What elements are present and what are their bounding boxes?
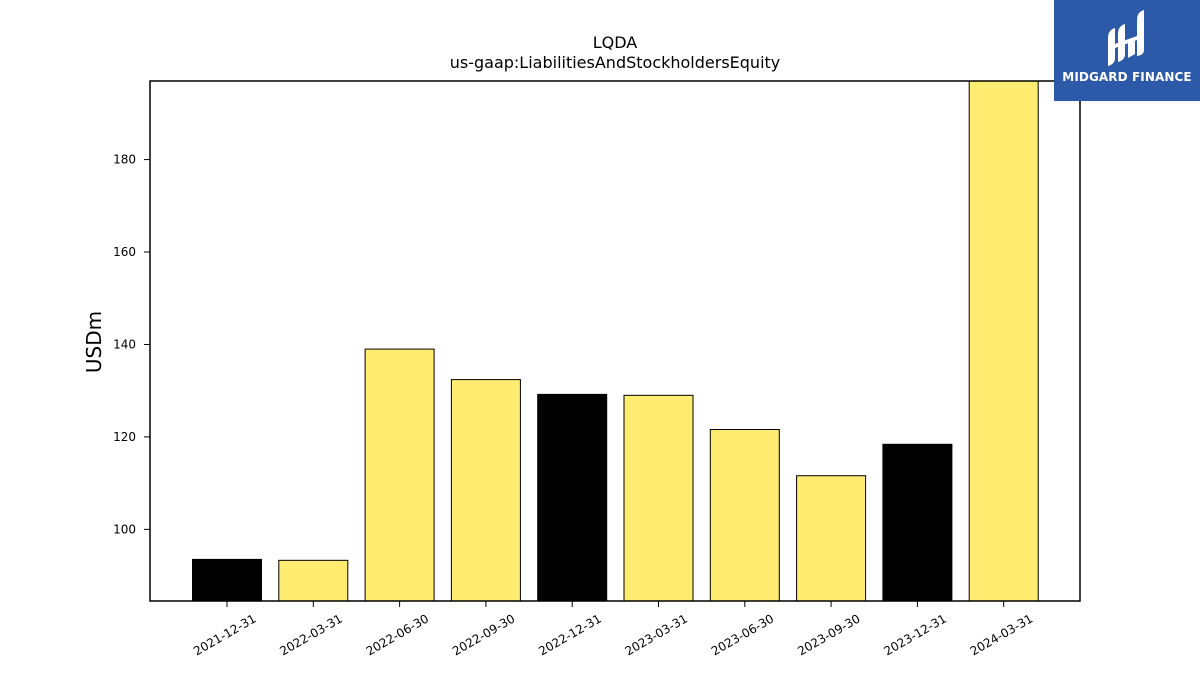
- x-tick-label: 2022-06-30: [364, 611, 431, 658]
- bar-2022-09-30: [450, 379, 521, 602]
- chart-subtitle: us-gaap:LiabilitiesAndStockholdersEquity: [450, 53, 781, 72]
- bar-2023-12-31: [882, 443, 953, 602]
- x-tick-label: 2021-12-31: [191, 611, 258, 658]
- x-tick-label: 2022-12-31: [536, 611, 603, 658]
- bar-2021-12-31: [192, 558, 262, 602]
- x-tick-label: 2022-03-31: [277, 611, 344, 658]
- bar-2024-03-31: [968, 80, 1039, 602]
- bar-2022-06-30: [364, 348, 435, 602]
- y-tick-label: 140: [113, 337, 136, 351]
- x-tick-label: 2022-09-30: [450, 611, 517, 658]
- midgard-finance-logo: MIDGARD FINANCE: [1054, 0, 1200, 101]
- x-tick-label: 2023-06-30: [709, 611, 776, 658]
- brand-mark-icon: [1108, 10, 1144, 66]
- bar-2023-03-31: [623, 394, 694, 602]
- x-tick-label: 2023-12-31: [881, 611, 948, 658]
- bar-2023-06-30: [709, 429, 780, 602]
- bars: [192, 80, 1039, 602]
- y-tick-label: 100: [113, 522, 136, 536]
- x-tick-label: 2023-03-31: [623, 611, 690, 658]
- plot-area-frame: [149, 80, 1081, 602]
- x-axis-ticks: 2021-12-31 2022-03-31 2022-06-30 2022-09-30…: [191, 601, 1035, 658]
- y-tick-label: 120: [113, 430, 136, 444]
- x-tick-label: 2024-03-31: [968, 611, 1035, 658]
- y-tick-label: 160: [113, 245, 136, 259]
- chart-title: LQDA: [593, 33, 638, 52]
- bar-2023-09-30: [796, 475, 867, 602]
- bar-2022-03-31: [278, 559, 349, 602]
- brand-name: MIDGARD FINANCE: [1062, 70, 1192, 84]
- y-axis-label: USDm: [82, 311, 106, 373]
- y-tick-label: 180: [113, 153, 136, 167]
- y-axis-ticks: 100 120 140 160 180: [113, 153, 150, 536]
- x-tick-label: 2023-09-30: [795, 611, 862, 658]
- bar-2022-12-31: [537, 393, 608, 602]
